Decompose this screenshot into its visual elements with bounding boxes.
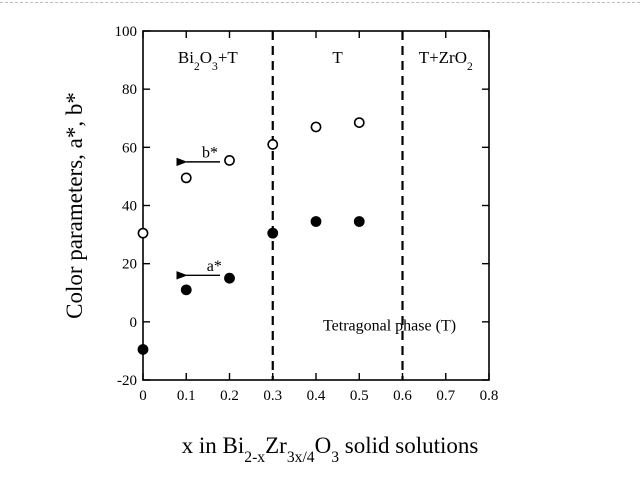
x-tick-label: 0.7 [436,388,455,404]
y-tick-label: 40 [122,199,137,215]
y-tick-label: 20 [122,257,137,273]
a-star-point [138,345,147,354]
x-tick-label: 0.8 [480,388,499,404]
x-tick-label: 0.2 [220,388,239,404]
phase-note: Tetragonal phase (T) [323,318,456,335]
a-star-point [225,274,234,283]
x-tick-label: 0.5 [350,388,369,404]
a-star-label: a* [207,258,222,275]
b-star-point [138,229,147,238]
a-star-point [182,285,191,294]
b-star-point [182,173,191,182]
b-star-point [311,122,320,131]
y-tick-label: 100 [115,24,138,40]
b-star-point [268,140,277,149]
y-tick-label: 0 [130,315,138,331]
region-label: T+ZrO2 [419,48,473,73]
x-axis-label: x in Bi2-xZr3x/4O3 solid solutions [182,433,479,466]
a-star-point [311,217,320,226]
y-tick-label: 60 [122,140,137,156]
a-star-point [355,217,364,226]
b-star-label: b* [202,145,218,162]
x-tick-label: 0 [139,388,147,404]
a-star-point [268,229,277,238]
x-tick-label: 0.3 [263,388,282,404]
y-axis-label: Color parameters, a*, b* [62,92,87,319]
region-label: Bi2O3+T [178,48,238,73]
x-tick-label: 0.4 [307,388,326,404]
y-tick-label: -20 [117,373,137,389]
y-tick-label: 80 [122,82,137,98]
b-star-point [355,118,364,127]
x-tick-label: 0.6 [393,388,412,404]
x-tick-label: 0.1 [177,388,196,404]
b-star-point [225,156,234,165]
region-label: T [332,48,343,67]
